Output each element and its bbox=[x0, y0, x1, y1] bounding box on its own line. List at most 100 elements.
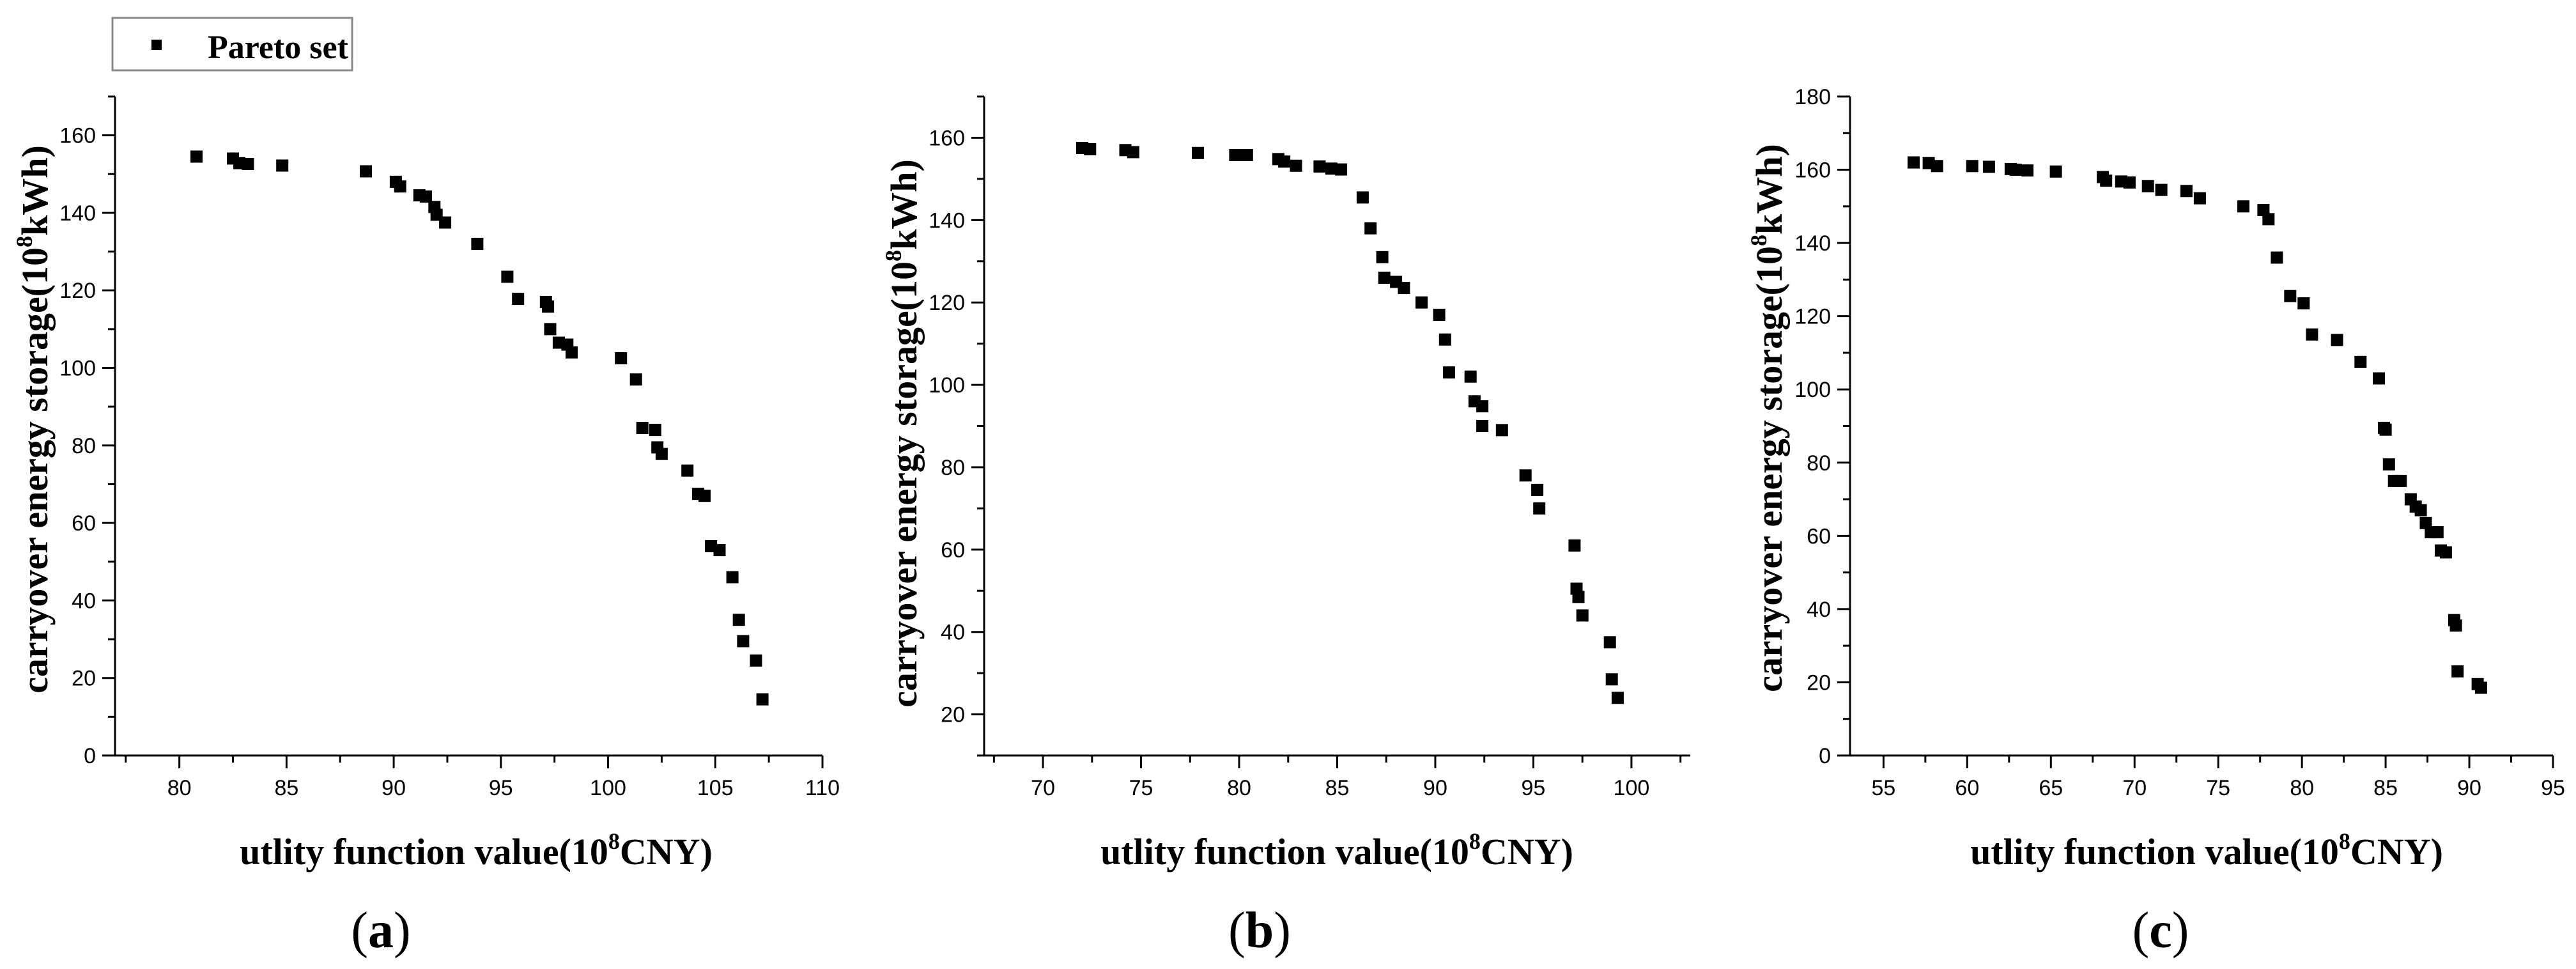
panel-c-data-point bbox=[2474, 681, 2487, 694]
panel-a-data-point bbox=[636, 422, 649, 434]
panel-b-data-point bbox=[1611, 692, 1624, 704]
panel-a-data-point bbox=[649, 424, 661, 437]
panel-c-y-tick-label: 100 bbox=[1794, 378, 1831, 402]
panel-b-data-point bbox=[1240, 149, 1253, 161]
panel-c-data-point bbox=[2297, 297, 2310, 310]
panel-c-label-open: ( bbox=[2133, 903, 2150, 959]
panel-b-data-point bbox=[1519, 469, 1532, 482]
panel-b-data-point bbox=[1533, 502, 1546, 515]
panel-c-x-tick-label: 80 bbox=[2290, 776, 2314, 800]
panel-c-data-point bbox=[2431, 526, 2444, 539]
panel-c-y-tick-label: 40 bbox=[1807, 598, 1831, 622]
panel-a-y-tick-label: 140 bbox=[59, 201, 96, 226]
panel-c-data-point bbox=[2237, 200, 2249, 213]
panel-b-data-point bbox=[1192, 146, 1205, 159]
panel-b-y-tick-label: 120 bbox=[929, 291, 965, 315]
panel-a-data-point bbox=[681, 464, 694, 477]
panel-a-x-title-unit: CNY) bbox=[620, 831, 713, 872]
panel-c-data-point bbox=[2382, 458, 2395, 471]
panel-a-x-tick-label: 105 bbox=[697, 776, 734, 800]
panel-b-x-tick-label: 100 bbox=[1614, 776, 1650, 800]
panel-c-data-point bbox=[2379, 423, 2392, 436]
panel-a-points bbox=[190, 150, 769, 706]
panel-a-y-tick-label: 60 bbox=[72, 511, 96, 536]
panel-b-data-point bbox=[1127, 146, 1139, 159]
panel-b-y-title-text: carryover energy storage(10 bbox=[883, 261, 925, 708]
panel-c-x-title-unit: CNY) bbox=[2350, 831, 2443, 872]
panel-b-data-point bbox=[1290, 159, 1302, 172]
panel-b-y-tick-label: 40 bbox=[941, 621, 965, 645]
panel-c-data-point bbox=[2009, 164, 2022, 176]
panel-c-data-point bbox=[2262, 213, 2275, 226]
panel-b-axes: 70 75 80 85 90 95 100 20 40 60 80 100 120 140 160 bbox=[929, 95, 1690, 800]
panel-a-label-close: ) bbox=[394, 903, 411, 959]
panel-a: 80 85 90 95 100 105 110 0 20 40 60 80 100 120 140 160 u… bbox=[12, 95, 840, 959]
panel-a-x-tick-label: 100 bbox=[590, 776, 626, 800]
panel-c-y-tick-label: 0 bbox=[1819, 744, 1831, 768]
panel-a-label: (a) bbox=[351, 903, 410, 959]
panel-a-y-tick-label: 80 bbox=[72, 434, 96, 458]
panel-b-data-point bbox=[1378, 272, 1391, 284]
panel-b-data-point bbox=[1229, 149, 1242, 161]
panel-c-x-title-text: utlity function value(10 bbox=[1970, 831, 2339, 872]
legend: Pareto set bbox=[111, 17, 353, 72]
panel-a-data-point bbox=[544, 323, 557, 336]
panel-a-x-tick-label: 80 bbox=[167, 776, 192, 800]
panel-c-data-point bbox=[2271, 251, 2283, 264]
panel-b-data-point bbox=[1084, 143, 1097, 155]
panel-c-y-title-sup: 8 bbox=[1746, 235, 1771, 246]
panel-c-x-tick-label: 60 bbox=[1955, 776, 1979, 800]
panel-c-x-tick-label: 85 bbox=[2373, 776, 2398, 800]
panel-b-data-point bbox=[1398, 282, 1410, 295]
panel-a-data-point bbox=[756, 693, 769, 706]
panel-a-y-tick-label: 160 bbox=[59, 124, 96, 148]
panel-b-points bbox=[1076, 142, 1624, 704]
panel-a-x-tick-label: 85 bbox=[274, 776, 298, 800]
panel-b-data-point bbox=[1438, 333, 1451, 346]
panel-c-data-point bbox=[2155, 183, 2168, 196]
panel-b-label-close: ) bbox=[1274, 903, 1291, 959]
panel-a-data-point bbox=[698, 490, 711, 502]
panel-a-data-point bbox=[439, 216, 452, 229]
panel-c-data-point bbox=[2193, 192, 2206, 205]
panel-b-x-axis-title: utlity function value(108CNY) bbox=[1100, 828, 1573, 872]
panel-a-data-point bbox=[726, 571, 739, 584]
panel-b-x-tick-label: 75 bbox=[1129, 776, 1153, 800]
panel-c-label: (c) bbox=[2133, 903, 2189, 959]
panel-b-data-point bbox=[1376, 251, 1389, 263]
panel-b-data-point bbox=[1476, 420, 1489, 432]
panel-b-data-point bbox=[1603, 636, 1616, 649]
panel-a-data-point bbox=[737, 635, 750, 647]
panel-a-data-point bbox=[276, 159, 289, 172]
panel-c-y-tick-label: 180 bbox=[1794, 85, 1831, 109]
panel-c-data-point bbox=[2180, 185, 2193, 198]
panel-c-y-tick-label: 20 bbox=[1807, 671, 1831, 695]
panel-b-data-point bbox=[1325, 162, 1338, 175]
panel-c-y-tick-label: 60 bbox=[1807, 524, 1831, 548]
panel-c-data-point bbox=[2021, 164, 2034, 177]
panel-b-data-point bbox=[1415, 296, 1428, 309]
panel-a-data-point bbox=[542, 300, 555, 313]
panel-c-x-tick-label: 75 bbox=[2206, 776, 2230, 800]
panel-a-x-tick-label: 110 bbox=[805, 776, 840, 800]
panel-a-x-tick-label: 95 bbox=[489, 776, 513, 800]
panel-b-y-tick-label: 60 bbox=[941, 538, 965, 562]
panel-c-data-point bbox=[2141, 180, 2154, 192]
panel-c-y-tick-label: 140 bbox=[1794, 231, 1831, 256]
panel-a-data-point bbox=[750, 654, 762, 667]
panel-c-y-tick-label: 160 bbox=[1794, 159, 1831, 183]
panel-c-data-point bbox=[2395, 474, 2407, 487]
panel-c-data-point bbox=[2451, 665, 2464, 678]
panel-a-data-point bbox=[732, 614, 745, 626]
panel-b-label-open: ( bbox=[1228, 903, 1246, 959]
panel-a-label-open: ( bbox=[351, 903, 368, 959]
panel-c-points bbox=[1908, 156, 2487, 694]
panel-a-data-point bbox=[360, 165, 372, 178]
panel-b-data-point bbox=[1576, 609, 1589, 622]
panel-c-x-tick-label: 90 bbox=[2457, 776, 2481, 800]
panel-c-label-close: ) bbox=[2172, 903, 2189, 959]
panel-b-data-point bbox=[1476, 400, 1489, 413]
panel-b-data-point bbox=[1464, 370, 1477, 383]
panel-b-data-point bbox=[1364, 222, 1377, 235]
panel-b-x-tick-label: 70 bbox=[1031, 776, 1055, 800]
